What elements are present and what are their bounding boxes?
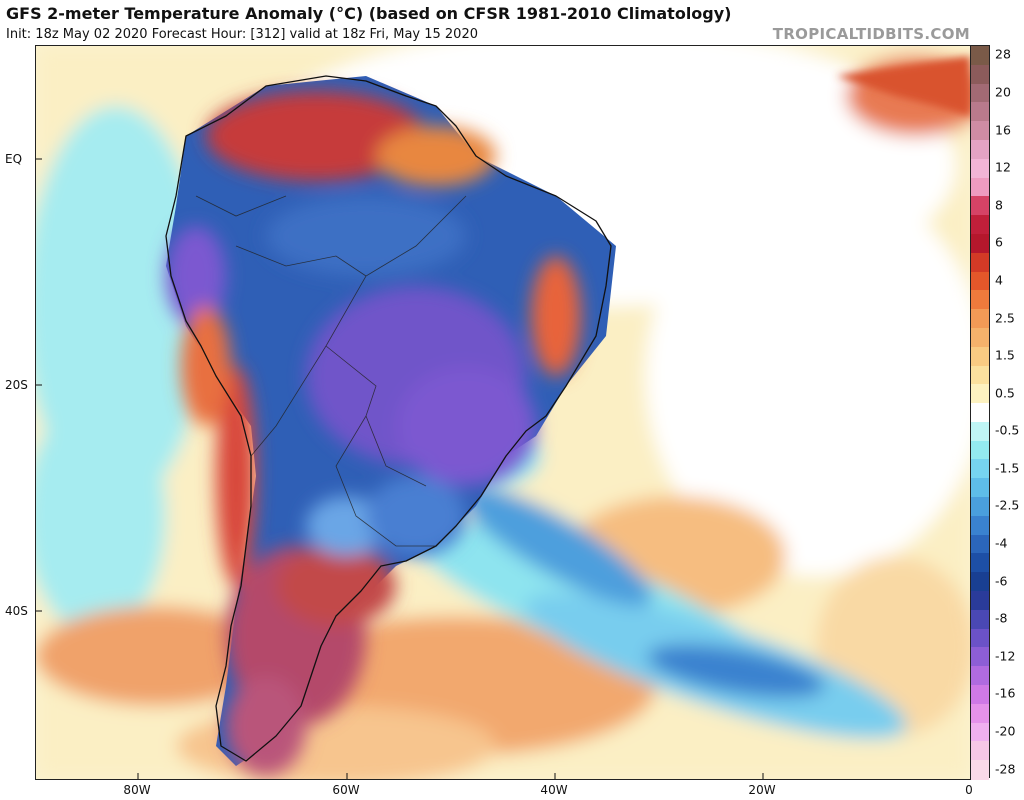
colorbar-swatch — [971, 703, 989, 724]
colorbar-swatch — [971, 121, 989, 141]
colorbar-tick-label: 28 — [995, 46, 1011, 62]
colorbar-swatch — [971, 459, 989, 479]
lon-label-40w: 40W — [540, 783, 568, 797]
colorbar-swatch — [971, 440, 989, 461]
colorbar-tick-label: -4 — [995, 535, 1008, 551]
colorbar-tick-label: 6 — [995, 234, 1003, 250]
colorbar-swatch — [971, 252, 989, 273]
colorbar-swatch — [971, 233, 989, 254]
colorbar-tick-label: 1.5 — [995, 347, 1015, 363]
graticule-ticks — [36, 158, 764, 779]
colorbar-swatch — [971, 46, 989, 66]
colorbar-swatch — [971, 497, 989, 517]
brand-watermark: TROPICALTIDBITS.COM — [772, 25, 970, 43]
colorbar-swatch — [971, 515, 989, 536]
colorbar-swatch — [971, 158, 989, 179]
colorbar-tick-label: -20 — [995, 723, 1016, 739]
chart-title: GFS 2-meter Temperature Anomaly (°C) (ba… — [6, 4, 732, 23]
forecast-info: Init: 18z May 02 2020 Forecast Hour: [31… — [6, 27, 478, 42]
colorbar-swatch — [971, 64, 989, 85]
colorbar-tick-label: -0.5 — [995, 422, 1020, 438]
colorbar-tick-label: 4 — [995, 272, 1003, 288]
colorbar-swatch — [971, 102, 989, 122]
colorbar-swatch — [971, 478, 989, 498]
colorbar-swatch — [971, 290, 989, 310]
colorbar-swatch — [971, 139, 989, 160]
colorbar-swatch — [971, 591, 989, 611]
colorbar-tick-label: -2.5 — [995, 497, 1020, 513]
colorbar-swatch — [971, 760, 989, 780]
continent-anomaly-field — [166, 76, 616, 776]
lat-label-40s: 40S — [5, 604, 28, 618]
colorbar-tick-label: 12 — [995, 159, 1011, 175]
coastline — [165, 75, 612, 762]
colorbar-swatch — [971, 403, 989, 423]
lon-label-80w: 80W — [123, 783, 151, 797]
colorbar-swatch — [971, 271, 989, 291]
colorbar-tick-label: 16 — [995, 122, 1011, 138]
colorbar-tick-label: -28 — [995, 761, 1016, 777]
country-borders — [195, 195, 467, 547]
colorbar-tick-label: -16 — [995, 685, 1016, 701]
lon-label-60w: 60W — [332, 783, 360, 797]
map-canvas — [36, 46, 970, 779]
lat-label-eq: EQ — [5, 152, 23, 166]
colorbar-swatch — [971, 572, 989, 592]
anomaly-colorbar — [970, 45, 990, 780]
lat-label-20s: 20S — [5, 378, 28, 392]
colorbar-swatch — [971, 647, 989, 667]
colorbar-swatch — [971, 722, 989, 742]
lon-label-0: 0 — [965, 783, 973, 797]
colorbar-swatch — [971, 685, 989, 705]
colorbar-swatch — [971, 365, 989, 385]
colorbar-swatch — [971, 309, 989, 329]
colorbar-swatch — [971, 215, 989, 235]
colorbar-tick-label: 0.5 — [995, 385, 1015, 401]
colorbar-swatch — [971, 421, 989, 442]
colorbar-tick-label: -1.5 — [995, 460, 1020, 476]
colorbar-tick-label: -6 — [995, 573, 1008, 589]
colorbar-swatch — [971, 666, 989, 686]
colorbar-swatch — [971, 346, 989, 367]
colorbar-swatch — [971, 384, 989, 404]
colorbar-swatch — [971, 553, 989, 573]
colorbar-tick-label: -12 — [995, 648, 1016, 664]
colorbar-swatch — [971, 609, 989, 630]
colorbar-swatch — [971, 741, 989, 761]
colorbar-tick-label: 20 — [995, 84, 1011, 100]
colorbar-tick-label: -8 — [995, 610, 1008, 626]
colorbar-tick-label: 2.5 — [995, 310, 1015, 326]
colorbar-swatch — [971, 177, 989, 197]
lon-label-20w: 20W — [748, 783, 776, 797]
colorbar-swatch — [971, 196, 989, 216]
colorbar-swatch — [971, 327, 989, 348]
anomaly-map — [35, 45, 971, 780]
colorbar-swatch — [971, 534, 989, 555]
africa-patch — [836, 56, 970, 116]
colorbar-tick-label: 8 — [995, 197, 1003, 213]
colorbar-swatch — [971, 628, 989, 649]
colorbar-swatch — [971, 83, 989, 103]
